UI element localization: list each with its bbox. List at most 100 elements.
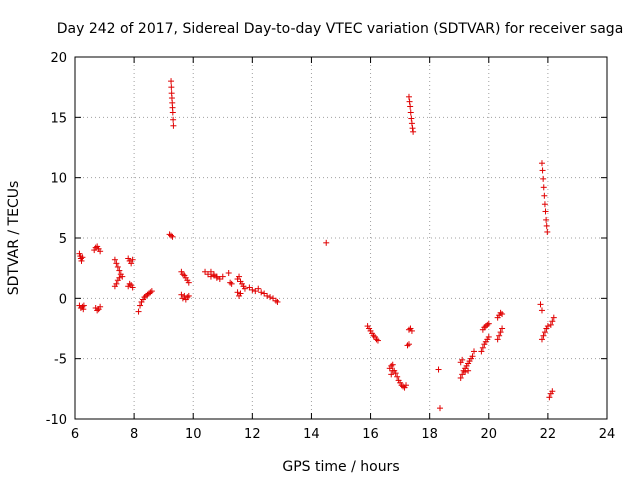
data-point (538, 307, 545, 314)
data-point (219, 273, 226, 280)
data-point (113, 280, 120, 287)
data-point (185, 292, 192, 299)
data-point (544, 228, 551, 235)
data-point (408, 120, 415, 127)
x-tick-label: 6 (71, 427, 79, 442)
y-tick-label: 20 (50, 51, 67, 66)
x-tick-label: 20 (481, 427, 498, 442)
data-point (128, 260, 135, 267)
y-tick-label: 0 (59, 292, 67, 307)
data-point (410, 128, 417, 135)
y-tick-label: 10 (50, 172, 67, 187)
y-tick-label: -5 (54, 353, 67, 368)
data-point (538, 336, 545, 343)
data-point (407, 109, 414, 116)
data-point (479, 344, 486, 351)
x-tick-label: 18 (421, 427, 438, 442)
data-point (228, 280, 235, 287)
data-point (184, 294, 191, 301)
data-point (469, 353, 476, 360)
data-point (478, 348, 485, 355)
data-point (543, 222, 550, 229)
data-point (408, 327, 415, 334)
data-point (129, 284, 136, 291)
data-point (116, 274, 123, 281)
data-point (496, 332, 503, 339)
y-axis-label: SDTVAR / TECUs (6, 181, 22, 296)
data-point (178, 291, 185, 298)
data-point (407, 103, 414, 110)
data-point (484, 321, 491, 328)
data-point (547, 321, 554, 328)
data-point (168, 78, 175, 85)
data-point (541, 201, 548, 208)
data-point (406, 98, 413, 105)
data-point (129, 256, 136, 263)
y-tick-label: 5 (59, 232, 67, 247)
data-point (538, 160, 545, 167)
data-point (435, 366, 442, 373)
data-point (225, 269, 232, 276)
data-point (541, 192, 548, 199)
data-point (249, 286, 256, 293)
data-point (409, 125, 416, 132)
data-point (241, 285, 248, 292)
data-point (323, 239, 330, 246)
data-point (94, 307, 101, 314)
data-point (373, 336, 380, 343)
x-tick-label: 14 (303, 427, 320, 442)
data-point (400, 383, 407, 390)
data-point (404, 342, 411, 349)
x-axis-label: GPS time / hours (282, 459, 399, 475)
data-point (543, 216, 550, 223)
data-point (494, 336, 501, 343)
data-point (148, 288, 155, 295)
data-point (258, 289, 265, 296)
data-point (179, 271, 186, 278)
data-point (272, 297, 279, 304)
data-point (388, 362, 395, 369)
data-point (549, 318, 556, 325)
x-tick-label: 24 (599, 427, 616, 442)
data-point (92, 244, 99, 251)
data-point (370, 332, 377, 339)
data-point (185, 279, 192, 286)
data-point (80, 306, 87, 313)
data-point (169, 233, 176, 240)
data-point (116, 267, 123, 274)
data-point (540, 184, 547, 191)
data-point (264, 292, 271, 299)
x-tick-label: 8 (130, 427, 138, 442)
data-point (405, 93, 412, 100)
data-point (237, 290, 244, 297)
y-tick-label: -10 (46, 413, 67, 428)
grid (75, 57, 607, 419)
data-point (403, 382, 410, 389)
data-point (394, 373, 401, 380)
data-point (374, 337, 381, 344)
axis-ticks: 6 8 10 12 14 16 18 20 22 24 -10 -5 0 5 10 15 20 (46, 51, 616, 442)
chart-title: Day 242 of 2017, Sidereal Day-to-day VTE… (57, 21, 624, 37)
data-point (537, 301, 544, 308)
data-point (462, 368, 469, 375)
data-point (111, 256, 118, 263)
data-point (546, 394, 553, 401)
data-point (499, 311, 506, 318)
data-point (542, 208, 549, 215)
data-point (147, 289, 154, 296)
data-point (405, 341, 412, 348)
data-point (540, 175, 547, 182)
data-point (79, 254, 86, 261)
data-point (408, 115, 415, 122)
data-point (550, 314, 557, 321)
data-point (168, 84, 175, 91)
data-point (389, 361, 396, 368)
data-point (497, 309, 504, 316)
plot-frame (74, 56, 608, 420)
x-tick-label: 12 (244, 427, 261, 442)
data-points (76, 78, 557, 412)
data-point (169, 109, 176, 116)
x-tick-label: 10 (185, 427, 202, 442)
data-point (168, 232, 175, 239)
